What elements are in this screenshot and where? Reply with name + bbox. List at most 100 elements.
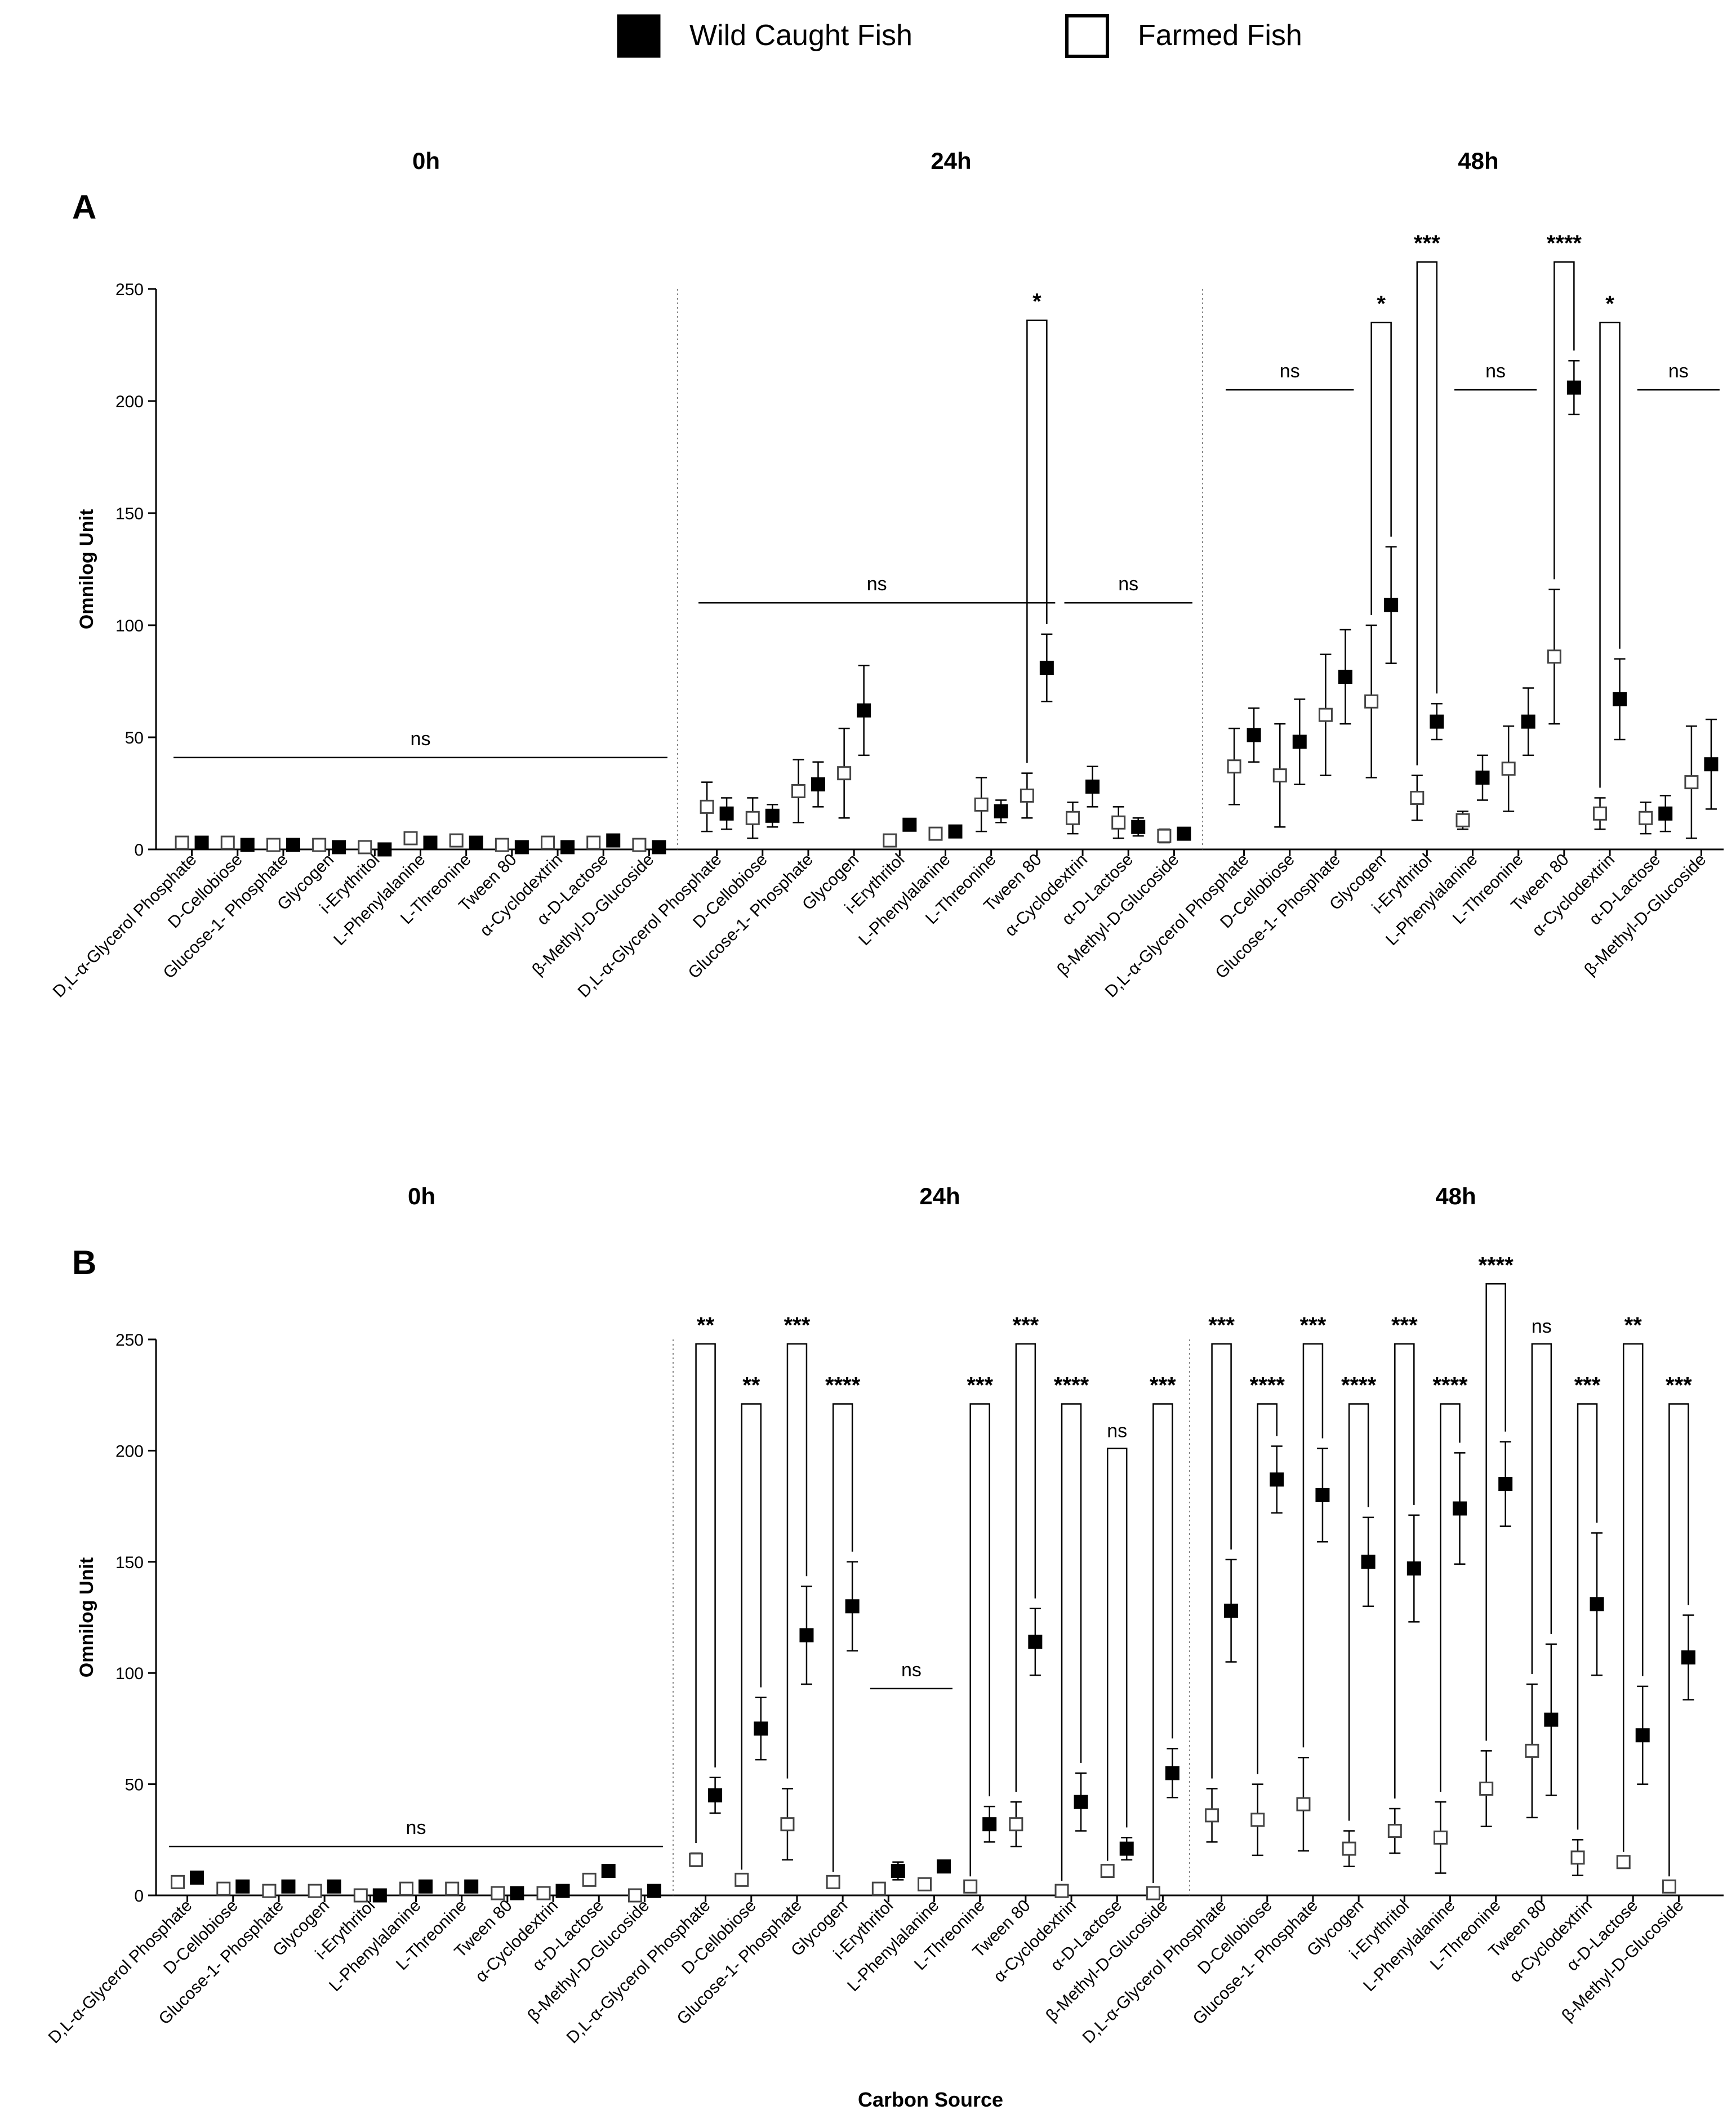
panel-b-sig-label: ** xyxy=(697,1313,715,1338)
panel-a-farmed-point xyxy=(449,833,464,848)
panel-b-farmed-point xyxy=(1342,1841,1356,1856)
panel-b-sig-bracket xyxy=(741,1403,762,1870)
panel-a-farmed-point xyxy=(1593,806,1608,821)
panel-b-sig-bracket xyxy=(1061,1403,1082,1881)
panel-a-wild-point xyxy=(1521,714,1535,729)
panel-a-farmed-point xyxy=(1410,790,1425,805)
panel-a-wild-point xyxy=(1131,820,1146,834)
panel-a-farmed-point xyxy=(1272,768,1287,783)
panel-b-wild-point xyxy=(1315,1488,1330,1502)
panel-b-farmed-point xyxy=(1434,1830,1448,1845)
panel-b-farmed-point xyxy=(216,1881,231,1896)
panel-b-wild-point xyxy=(708,1788,723,1802)
panel-a-sig-label: *** xyxy=(1414,231,1440,256)
panel-b-sig-bracket xyxy=(969,1403,990,1877)
panel-b-farmed-point xyxy=(780,1817,795,1832)
panel-a-farmed-point xyxy=(1684,775,1699,790)
panel-b-farmed-point xyxy=(491,1886,505,1900)
panel-a-sig-bracket xyxy=(1599,322,1621,788)
panel-b-sig-label: *** xyxy=(1208,1313,1235,1338)
panel-b-farmed-point xyxy=(1479,1781,1494,1796)
panel-b-farmed-point xyxy=(735,1872,749,1887)
panel-b-wild-point xyxy=(1165,1766,1179,1780)
panel-a-sig-label: **** xyxy=(1547,231,1582,256)
panel-b-farmed-point xyxy=(1054,1884,1069,1898)
panel-a-sig-label: ns xyxy=(867,573,887,595)
panel-a-wild-point xyxy=(1085,780,1100,794)
panel-a-sig-label: ns xyxy=(411,728,431,750)
panel-a-farmed-point xyxy=(1364,694,1379,709)
panel-a-farmed-point xyxy=(745,811,760,825)
panel-b-wild-point xyxy=(464,1879,479,1894)
panel-a-farmed-point xyxy=(974,797,989,812)
panel-a-wild-point xyxy=(1338,670,1352,684)
panel-a-y-tick-label: 100 xyxy=(115,617,144,635)
panel-a-farmed-point xyxy=(1639,811,1653,825)
panel-b-sig-bracket xyxy=(1622,1343,1644,1852)
panel-a-farmed-point xyxy=(1455,813,1470,827)
panel-b-sig-label: **** xyxy=(1479,1253,1514,1277)
panel-a-farmed-point xyxy=(1111,815,1126,830)
panel-a-wild-point xyxy=(857,703,871,718)
panel-b-wild-point xyxy=(982,1817,997,1832)
panel-a-sig-label: ns xyxy=(1668,360,1689,382)
panel-a-farmed-point xyxy=(495,838,509,852)
panel-a-farmed-point xyxy=(791,784,805,799)
panel-a-farmed-point xyxy=(883,833,897,848)
panel-b-farmed-point xyxy=(1100,1864,1115,1878)
panel-a-sig-label: ns xyxy=(1485,360,1506,382)
panel-b-x-label: Carbon Source xyxy=(858,2088,1003,2111)
panel-b-sig-label: *** xyxy=(1391,1313,1418,1338)
panel-b-wild-point xyxy=(891,1864,905,1878)
panel-a-wild-point xyxy=(469,835,483,850)
panel-b-sig-label: *** xyxy=(1300,1313,1327,1338)
panel-b-y-tick-label: 250 xyxy=(115,1331,144,1350)
panel-b-sig-bracket xyxy=(1302,1343,1324,1748)
panel-a-wild-point xyxy=(194,835,209,850)
panel-a-category-label: α-Cyclodextrin xyxy=(1529,851,1618,940)
panel-b-sig-label: *** xyxy=(1666,1373,1692,1397)
panel-b-time-label: 0h xyxy=(408,1183,435,1209)
panel-a-sig-label: * xyxy=(1605,292,1614,317)
panel-a-wild-point xyxy=(719,806,734,821)
panel-a-farmed-point xyxy=(220,835,235,850)
panel-b-sig-bracket xyxy=(1015,1343,1036,1792)
panel-a-time-label: 24h xyxy=(931,148,971,174)
panel-b-sig-bracket xyxy=(1394,1343,1415,1799)
panel-b-farmed-point xyxy=(826,1875,840,1889)
panel-a-wild-point xyxy=(423,835,438,850)
panel-b-sig-label: *** xyxy=(784,1313,811,1338)
panel-b-category-label: α-Cyclodextrin xyxy=(472,1897,562,1986)
panel-a-category-label: α-Cyclodextrin xyxy=(477,851,566,940)
panel-a-sig-label: * xyxy=(1032,290,1041,314)
panel-a-wild-point xyxy=(652,840,666,854)
panel-a-farmed-point xyxy=(700,799,714,814)
panel-b-sig-label: ** xyxy=(1624,1313,1642,1338)
panel-b-wild-point xyxy=(235,1879,250,1894)
panel-b-farmed-point xyxy=(1525,1743,1539,1758)
panel-b-sig-label: **** xyxy=(1341,1373,1377,1397)
panel-b-sig-label: *** xyxy=(1574,1373,1601,1397)
panel-a-farmed-point xyxy=(541,835,555,850)
panel-a-y-label: Omnilog Unit xyxy=(76,509,97,629)
panel-b-sig-label: **** xyxy=(825,1373,861,1397)
panel-b-sig-label: **** xyxy=(1250,1373,1285,1397)
panel-b-wild-point xyxy=(799,1628,814,1642)
panel-b-sig-label: *** xyxy=(1150,1373,1176,1397)
panel-a-wild-point xyxy=(1613,692,1627,706)
panel-b-y-tick-label: 50 xyxy=(125,1776,144,1795)
panel-b-sig-label: **** xyxy=(1432,1373,1468,1397)
panel-a-farmed-point xyxy=(358,840,372,854)
panel-b-farmed-point xyxy=(871,1881,886,1896)
panel-b-sig-bracket xyxy=(1577,1403,1598,1830)
panel-b-farmed-point xyxy=(627,1888,642,1903)
panel-b-y-tick-label: 0 xyxy=(134,1887,144,1906)
panel-b-wild-point xyxy=(1406,1561,1421,1576)
panel-a-wild-point xyxy=(765,808,780,823)
panel-b-category-label: α-Cyclodextrin xyxy=(990,1897,1080,1986)
legend-farmed-label: Farmed Fish xyxy=(1138,19,1302,52)
panel-b-wild-point xyxy=(190,1870,204,1885)
panel-a-wild-point xyxy=(811,777,825,792)
panel-a-wild-point xyxy=(1430,714,1444,729)
